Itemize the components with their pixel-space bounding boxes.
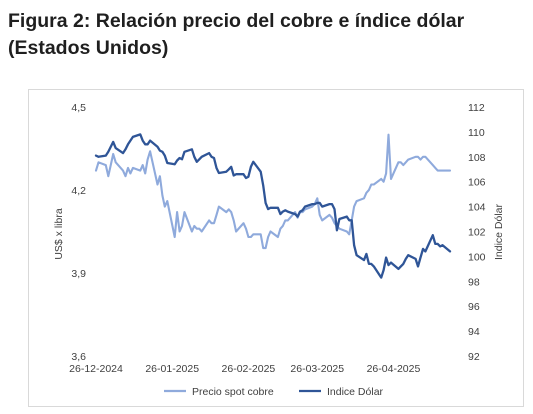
- x-tick-label: 26-04-2025: [367, 363, 421, 375]
- y-right-tick-label: 112: [468, 102, 485, 114]
- y-axis-right-title: Indice Dólar: [493, 203, 505, 260]
- x-tick-label: 26-12-2024: [69, 363, 123, 375]
- chart-area: [28, 89, 524, 407]
- x-tick-label: 26-03-2025: [290, 363, 344, 375]
- y-axis-left-ticks: 3,6 3,9 4,2 4,5: [71, 102, 86, 363]
- y-axis-left-title: US$ x libra: [53, 208, 65, 260]
- y-right-tick-label: 102: [468, 227, 486, 239]
- y-right-tick-label: 110: [468, 127, 485, 139]
- y-right-tick-label: 98: [468, 276, 480, 288]
- figure-title: Figura 2: Relación precio del cobre e ín…: [8, 8, 523, 62]
- y-axis-right-ticks: 92 94 96 98 100 102 104 106 108 110 112: [468, 102, 486, 363]
- legend-label: Precio spot cobre: [192, 386, 274, 398]
- legend-label: Indice Dólar: [327, 386, 384, 398]
- y-right-tick-label: 96: [468, 301, 480, 313]
- y-left-tick-label: 4,2: [71, 185, 86, 197]
- x-tick-label: 26-02-2025: [222, 363, 276, 375]
- figure-title-line1: Figura 2: Relación precio del cobre e ín…: [8, 10, 465, 32]
- series-lines: [94, 133, 452, 279]
- y-right-tick-label: 100: [468, 251, 486, 263]
- figure-title-line2: (Estados Unidos): [8, 37, 169, 59]
- legend: Precio spot cobre Indice Dólar: [164, 386, 384, 398]
- y-right-tick-label: 108: [468, 152, 486, 164]
- y-right-tick-label: 94: [468, 326, 480, 338]
- x-tick-label: 26-01-2025: [145, 363, 199, 375]
- y-left-tick-label: 3,9: [71, 268, 86, 280]
- y-right-tick-label: 92: [468, 351, 480, 363]
- series-line-indice-dolar: [94, 133, 452, 279]
- y-right-tick-label: 104: [468, 202, 486, 214]
- y-left-tick-label: 4,5: [71, 102, 86, 114]
- y-left-tick-label: 3,6: [71, 351, 86, 363]
- x-axis-ticks: 26-12-2024 26-01-2025 26-02-2025 26-03-2025…: [69, 363, 420, 375]
- y-right-tick-label: 106: [468, 177, 486, 189]
- series-line-precio-cobre: [94, 133, 452, 250]
